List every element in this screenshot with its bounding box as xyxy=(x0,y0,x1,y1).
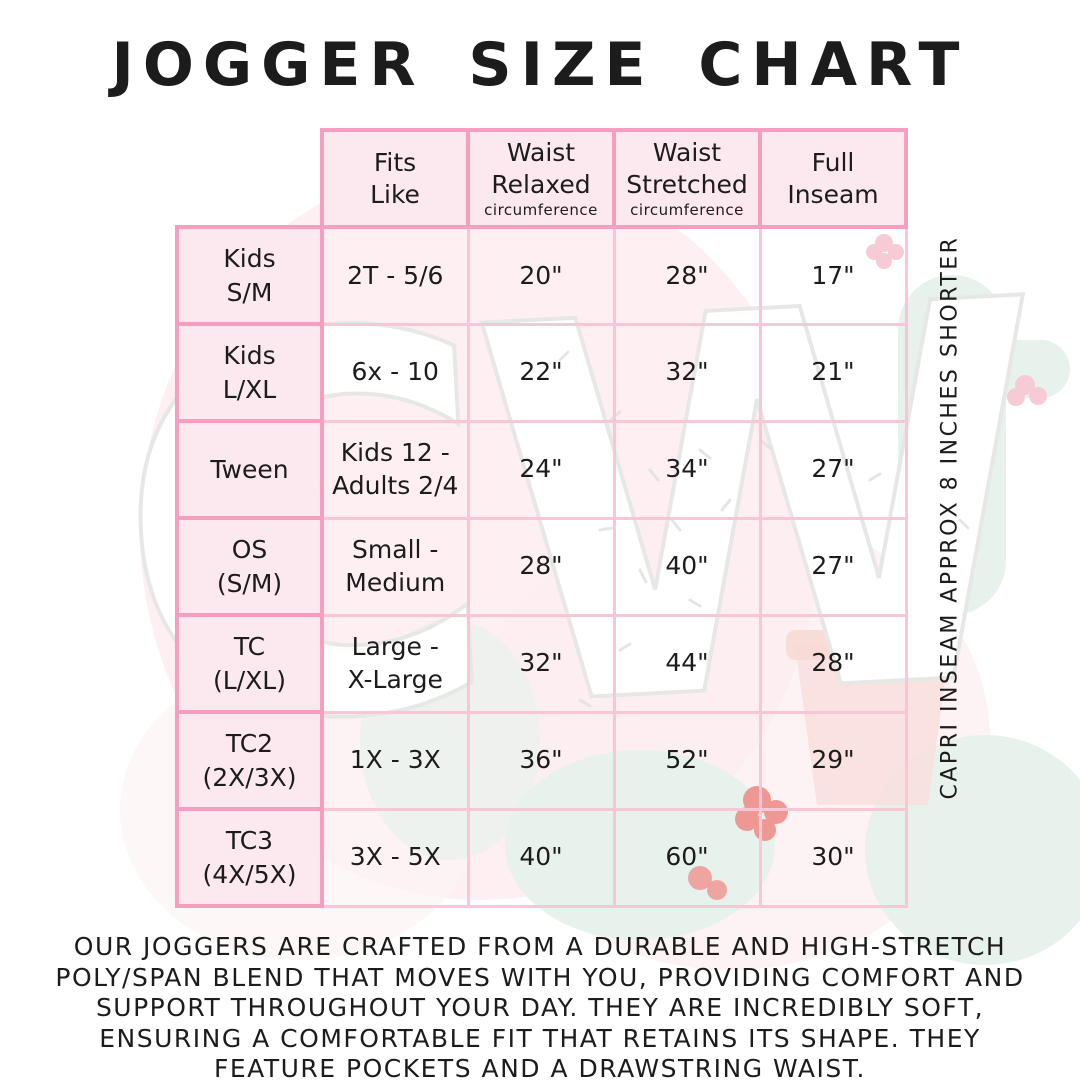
cell-waist-relaxed: 36" xyxy=(466,710,616,811)
column-header: Fits Like xyxy=(320,128,470,229)
cell-waist-stretched: 44" xyxy=(612,613,762,714)
column-header-subtext: circumference xyxy=(630,200,744,219)
cell-fits-like: Kids 12 - Adults 2/4 xyxy=(320,419,470,520)
cell-fits-like: 1X - 3X xyxy=(320,710,470,811)
table-row: TC2 (2X/3X) 1X - 3X 36" 52" 29" xyxy=(175,710,908,811)
table-row: OS (S/M) Small - Medium 28" 40" 27" xyxy=(175,516,908,617)
cell-waist-relaxed: 22" xyxy=(466,322,616,423)
cell-full-inseam: 27" xyxy=(758,419,908,520)
cell-fits-like: 3X - 5X xyxy=(320,807,470,908)
size-row-label: Kids S/M xyxy=(175,225,324,326)
cell-waist-stretched: 34" xyxy=(612,419,762,520)
page-title: JOGGER SIZE CHART xyxy=(111,30,969,100)
column-header-subtext: circumference xyxy=(484,200,598,219)
cell-waist-stretched: 28" xyxy=(612,225,762,326)
product-description: OUR JOGGERS ARE CRAFTED FROM A DURABLE A… xyxy=(55,932,1025,1083)
cell-full-inseam: 21" xyxy=(758,322,908,423)
table-row: TC3 (4X/5X) 3X - 5X 40" 60" 30" xyxy=(175,807,908,908)
cell-waist-relaxed: 32" xyxy=(466,613,616,714)
capri-inseam-note: CAPRI INSEAM APPROX 8 INCHES SHORTER xyxy=(937,235,963,800)
table-row: Kids L/XL 6x - 10 22" 32" 21" xyxy=(175,322,908,423)
corner-cell xyxy=(177,130,322,227)
cell-waist-relaxed: 40" xyxy=(466,807,616,908)
column-header: Full Inseam xyxy=(758,128,908,229)
cell-waist-relaxed: 24" xyxy=(466,419,616,520)
header-row: Fits Like Waist Relaxed circumference Waist… xyxy=(177,128,908,229)
cell-full-inseam: 30" xyxy=(758,807,908,908)
size-row-label: Kids L/XL xyxy=(175,322,324,423)
cell-waist-relaxed: 28" xyxy=(466,516,616,617)
column-header: Waist Stretched circumference xyxy=(612,128,762,229)
cell-fits-like: 2T - 5/6 xyxy=(320,225,470,326)
size-row-label: TC2 (2X/3X) xyxy=(175,710,324,811)
column-header: Waist Relaxed circumference xyxy=(466,128,616,229)
cell-waist-stretched: 52" xyxy=(612,710,762,811)
cell-waist-relaxed: 20" xyxy=(466,225,616,326)
cell-full-inseam: 17" xyxy=(758,225,908,326)
cell-waist-stretched: 40" xyxy=(612,516,762,617)
cell-fits-like: Large - X-Large xyxy=(320,613,470,714)
cell-fits-like: 6x - 10 xyxy=(320,322,470,423)
cell-waist-stretched: 32" xyxy=(612,322,762,423)
size-row-label: TC (L/XL) xyxy=(175,613,324,714)
size-chart-table: Fits Like Waist Relaxed circumference Waist… xyxy=(175,128,908,908)
cell-full-inseam: 28" xyxy=(758,613,908,714)
cell-full-inseam: 29" xyxy=(758,710,908,811)
table-row: TC (L/XL) Large - X-Large 32" 44" 28" xyxy=(175,613,908,714)
cell-waist-stretched: 60" xyxy=(612,807,762,908)
table-row: Kids S/M 2T - 5/6 20" 28" 17" xyxy=(175,225,908,326)
size-row-label: TC3 (4X/5X) xyxy=(175,807,324,908)
cell-fits-like: Small - Medium xyxy=(320,516,470,617)
size-row-label: OS (S/M) xyxy=(175,516,324,617)
cell-full-inseam: 27" xyxy=(758,516,908,617)
size-table-body: Kids S/M 2T - 5/6 20" 28" 17" Kids L/XL 6x - 1… xyxy=(175,225,908,908)
table-row: Tween Kids 12 - Adults 2/4 24" 34" 27" xyxy=(175,419,908,520)
size-row-label: Tween xyxy=(175,419,324,520)
